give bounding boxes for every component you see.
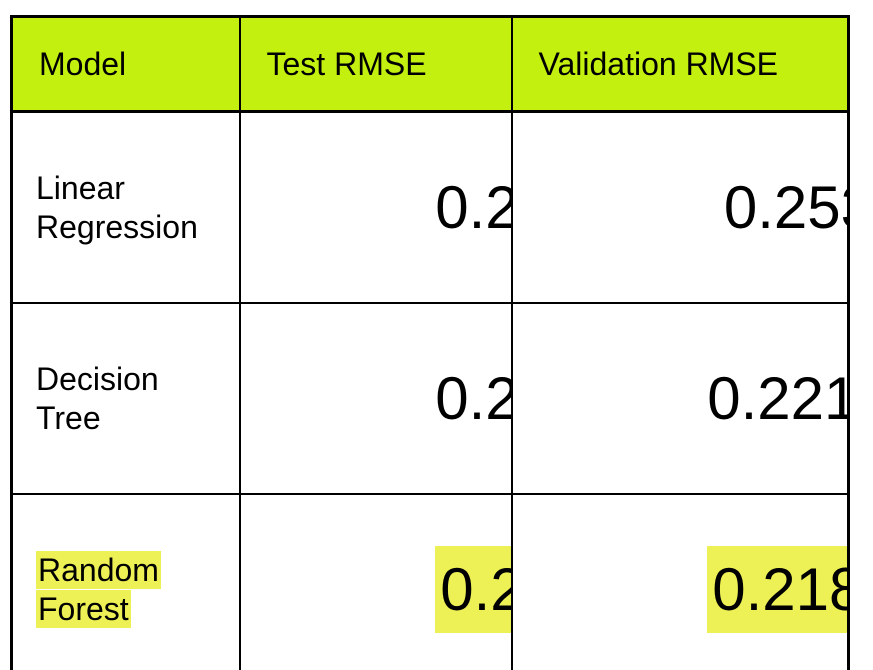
model-cell: Linear Regression xyxy=(10,110,241,304)
table-row-random-forest: Random Forest 0.2097 0.2181 xyxy=(10,493,850,670)
model-name-wrap: Decision Tree xyxy=(36,360,216,437)
model-rmse-table: Model Test RMSE Validation RMSE Linear R… xyxy=(10,15,850,670)
table-row-linear-regression: Linear Regression 0.2730 0.2534 xyxy=(10,110,850,304)
model-cell: Random Forest xyxy=(10,493,241,670)
test-rmse-value: 0.2097 xyxy=(435,546,510,633)
header-row: Model Test RMSE Validation RMSE xyxy=(10,15,850,113)
test-rmse-cell: 0.2097 xyxy=(238,493,513,670)
validation-rmse-value: 0.2211 xyxy=(707,365,846,432)
validation-rmse-cell: 0.2211 xyxy=(510,302,850,495)
model-name: Random Forest xyxy=(36,551,161,628)
validation-rmse-value: 0.2534 xyxy=(723,174,847,241)
validation-rmse-cell: 0.2181 xyxy=(510,493,850,670)
model-name-wrap: Random Forest xyxy=(36,551,216,628)
table-row-decision-tree: Decision Tree 0.2114 0.2211 xyxy=(10,302,850,495)
test-rmse-value: 0.2114 xyxy=(435,365,512,432)
column-header-model: Model xyxy=(10,15,241,113)
model-name: Linear Regression xyxy=(36,170,198,245)
column-header-test-rmse: Test RMSE xyxy=(238,15,513,113)
validation-rmse-value: 0.2181 xyxy=(707,546,847,633)
test-rmse-cell: 0.2114 xyxy=(238,302,513,495)
test-rmse-value: 0.2730 xyxy=(435,174,512,241)
model-name-wrap: Linear Regression xyxy=(36,169,216,246)
test-rmse-cell: 0.2730 xyxy=(238,110,513,304)
validation-rmse-cell: 0.2534 xyxy=(510,110,850,304)
model-cell: Decision Tree xyxy=(10,302,241,495)
model-name: Decision Tree xyxy=(36,361,159,436)
column-header-validation-rmse: Validation RMSE xyxy=(510,15,850,113)
